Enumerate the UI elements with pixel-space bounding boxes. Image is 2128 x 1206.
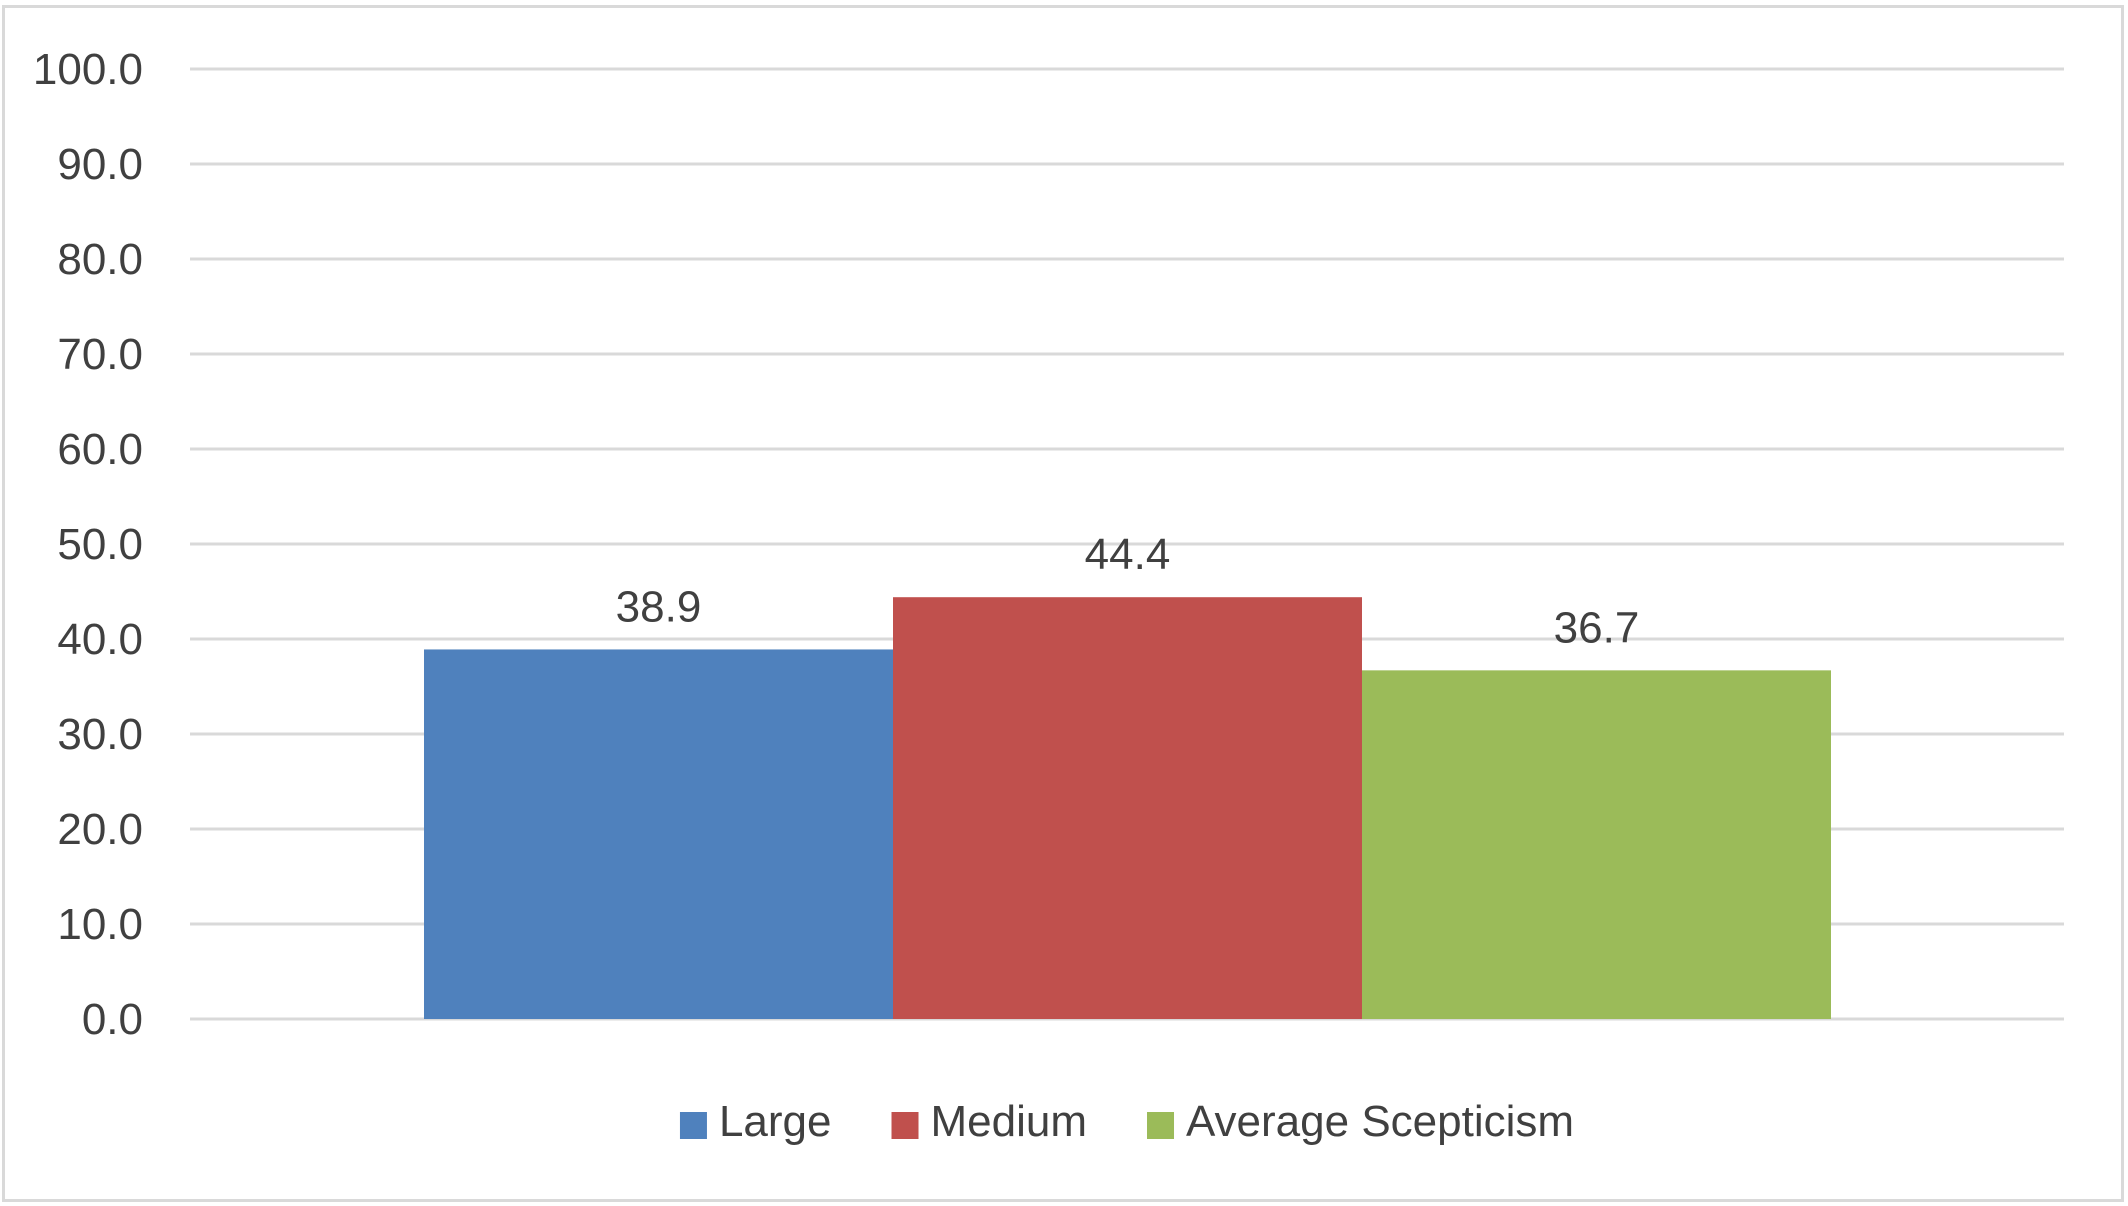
legend-label: Large <box>719 1097 832 1146</box>
legend-swatch <box>1147 1112 1175 1139</box>
legend-swatch <box>679 1112 707 1139</box>
data-label: 44.4 <box>1085 530 1171 579</box>
y-tick-label: 60.0 <box>57 425 143 474</box>
bar <box>893 597 1362 1019</box>
legend-label: Average Scepticism <box>1186 1097 1574 1146</box>
bar <box>424 649 893 1019</box>
y-tick-label: 50.0 <box>57 520 143 569</box>
legend-label: Medium <box>931 1097 1088 1146</box>
legend-item: Medium <box>891 1097 1088 1146</box>
data-label: 38.9 <box>616 582 702 631</box>
y-tick-label: 90.0 <box>57 140 143 189</box>
y-axis-tick-labels: 0.0 10.0 20.0 30.0 40.0 50.0 60.0 70.0 80.0 90.0 1… <box>33 45 143 1044</box>
legend-swatch <box>891 1112 919 1139</box>
bar <box>1362 670 1831 1019</box>
y-tick-label: 70.0 <box>57 330 143 379</box>
y-tick-label: 80.0 <box>57 235 143 284</box>
y-tick-label: 20.0 <box>57 805 143 854</box>
y-tick-label: 10.0 <box>57 900 143 949</box>
bars <box>424 597 1831 1019</box>
data-labels: 38.9 44.4 36.7 <box>616 530 1640 652</box>
y-tick-label: 40.0 <box>57 615 143 664</box>
y-tick-label: 0.0 <box>82 995 143 1044</box>
data-label: 36.7 <box>1554 603 1640 652</box>
legend-item: Large <box>679 1097 832 1146</box>
legend: Large Medium Average Scepticism <box>679 1097 1574 1146</box>
y-tick-label: 30.0 <box>57 710 143 759</box>
y-tick-label: 100.0 <box>33 45 143 94</box>
legend-item: Average Scepticism <box>1147 1097 1574 1146</box>
